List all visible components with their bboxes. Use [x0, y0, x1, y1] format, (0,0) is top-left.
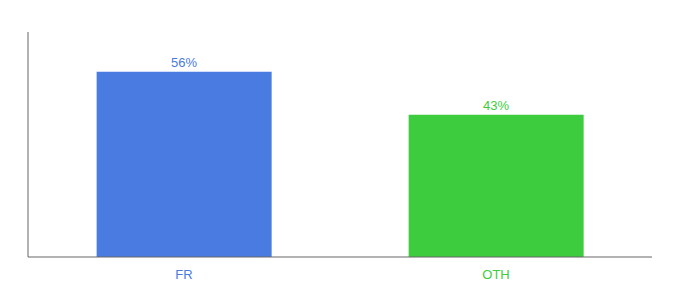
svg-text:OTH: OTH [482, 267, 509, 282]
svg-text:FR: FR [175, 267, 192, 282]
svg-text:43%: 43% [483, 98, 509, 113]
svg-text:56%: 56% [171, 55, 197, 70]
